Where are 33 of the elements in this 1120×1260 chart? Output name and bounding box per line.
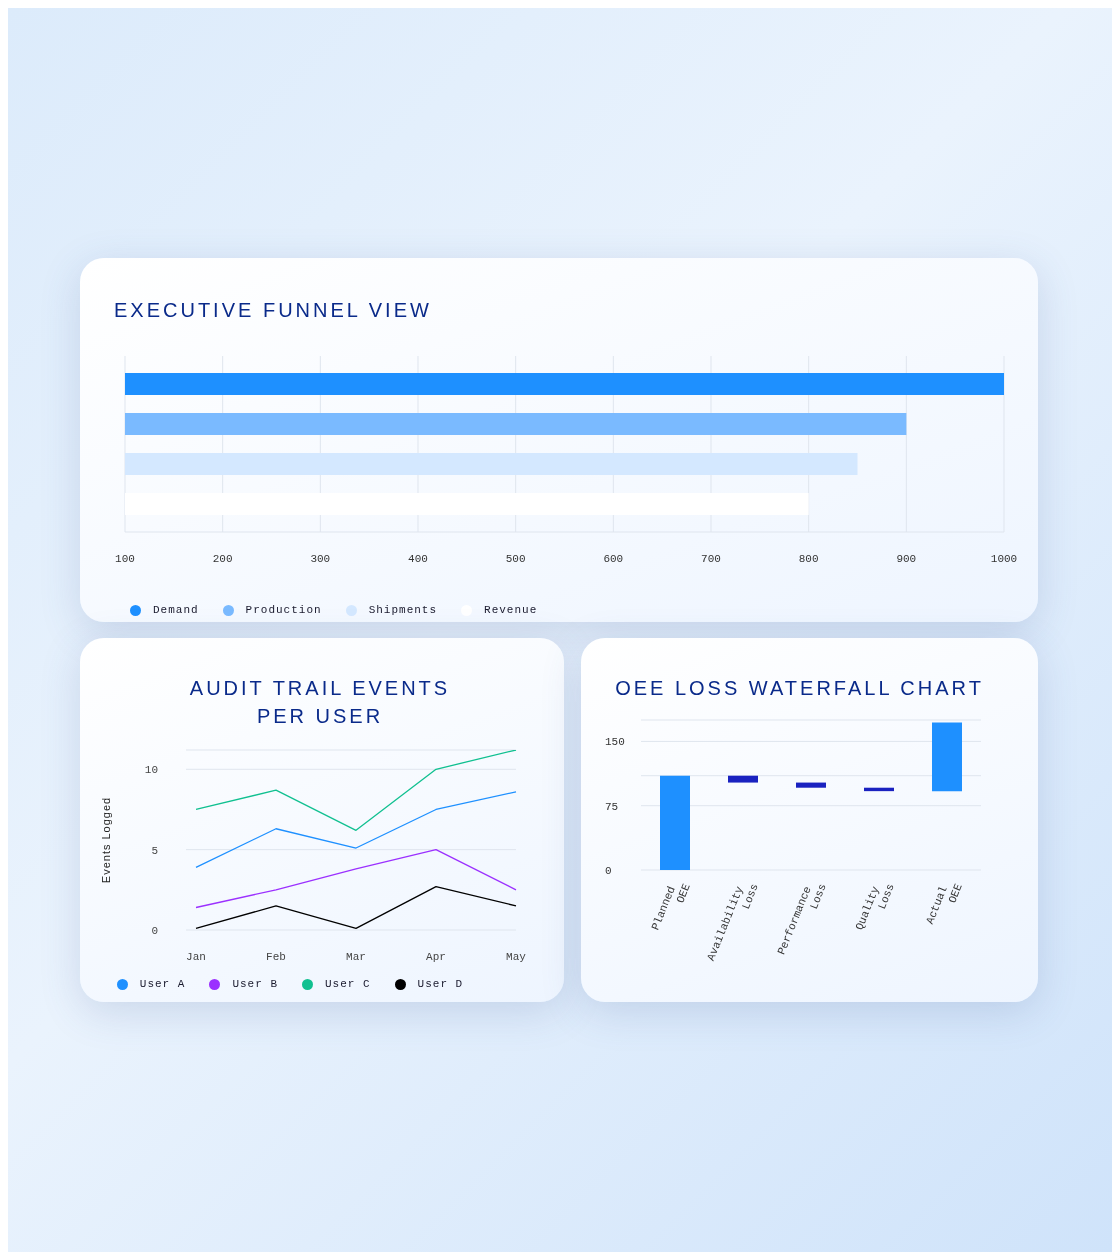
legend-label: User D <box>417 978 464 990</box>
y-axis-title: Events Logged <box>99 796 112 884</box>
x-tick-label: 700 <box>701 552 721 565</box>
x-tick-label: Mar <box>346 950 366 963</box>
chart-title: EXECUTIVE FUNNEL VIEW <box>114 298 433 323</box>
x-tick-label: 400 <box>408 552 428 565</box>
x-tick-label: 800 <box>798 552 819 565</box>
legend-label: Demand <box>153 604 199 616</box>
chart-title: OEE LOSS WATERFALL CHART <box>614 676 985 701</box>
y-tick-label: 0 <box>605 864 612 877</box>
x-tick-label: 500 <box>505 552 526 565</box>
x-tick-label: 1000 <box>990 552 1018 565</box>
x-tick-label: 100 <box>115 552 135 565</box>
chart-title: AUDIT TRAIL EVENTS PER USER <box>188 676 452 729</box>
y-tick-label: 0 <box>151 924 158 937</box>
legend-label: User A <box>139 978 186 990</box>
x-tick-label: 200 <box>212 552 233 565</box>
legend-label: Shipments <box>368 604 438 616</box>
y-tick-label: 5 <box>151 844 158 857</box>
x-tick-label: 300 <box>310 552 331 565</box>
x-tick-label: Apr <box>426 950 446 963</box>
legend-label: User C <box>325 978 371 990</box>
legend-label: Revenue <box>484 604 538 616</box>
legend-label: User B <box>232 978 278 990</box>
x-tick-label: 900 <box>896 552 917 565</box>
y-tick-label: 150 <box>605 736 625 749</box>
legend-label: Production <box>245 604 322 616</box>
y-tick-label: 75 <box>605 800 619 813</box>
x-tick-label: Feb <box>266 950 286 963</box>
y-tick-label: 10 <box>144 764 158 777</box>
x-tick-label: 600 <box>603 552 624 565</box>
x-tick-label: Jan <box>186 950 206 963</box>
x-tick-label: May <box>506 950 527 963</box>
